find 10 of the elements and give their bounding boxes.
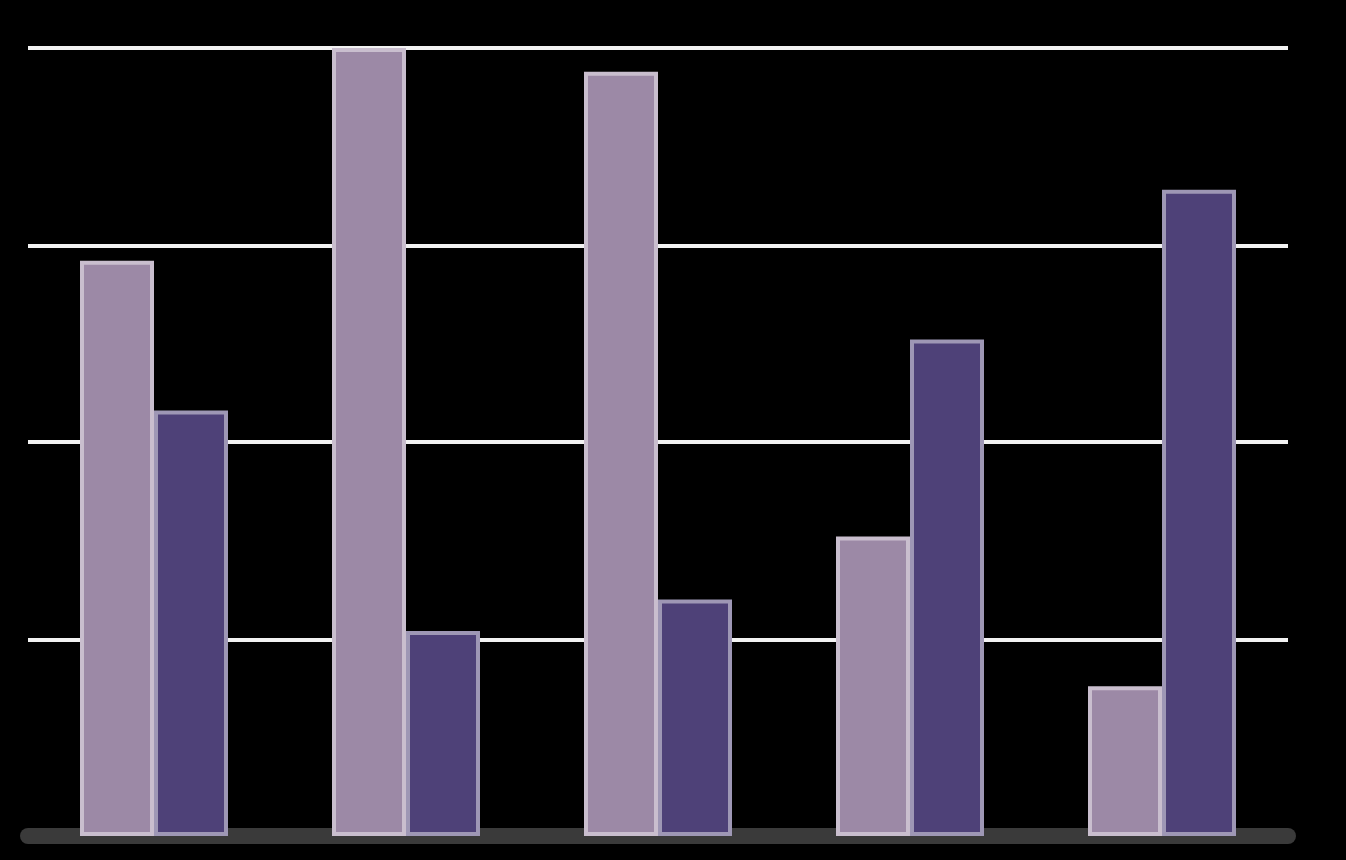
bar xyxy=(332,48,406,836)
bar xyxy=(910,339,984,836)
bar xyxy=(584,71,658,836)
bar xyxy=(80,260,154,836)
bar xyxy=(154,410,228,836)
bar xyxy=(1162,189,1236,836)
bar xyxy=(1088,686,1162,836)
bar xyxy=(658,599,732,836)
bar xyxy=(406,631,480,836)
bar xyxy=(836,536,910,836)
